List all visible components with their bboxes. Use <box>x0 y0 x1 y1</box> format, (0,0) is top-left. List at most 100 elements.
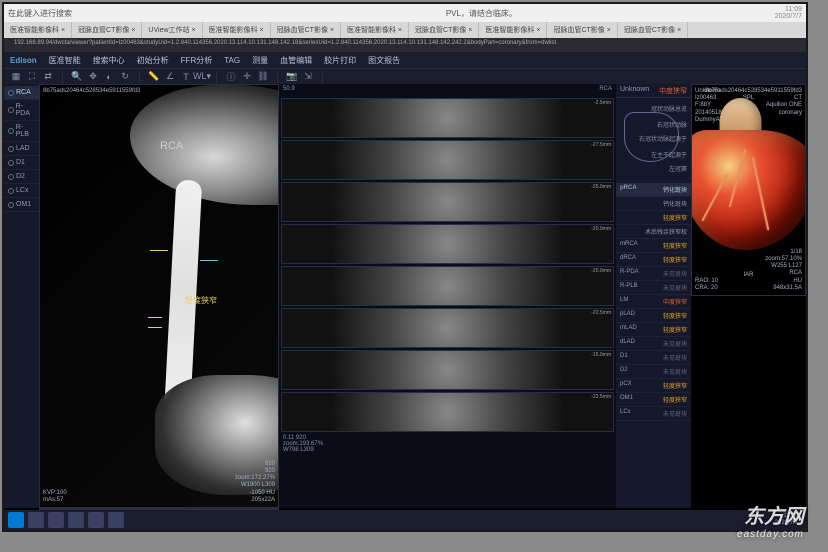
layout-icon[interactable]: ▦ <box>10 71 22 83</box>
os-search-bar: 在此键入进行搜索 PVL，请结合临床。 11:092020/7/7 <box>4 4 806 22</box>
swap-icon[interactable]: ⇄ <box>42 71 54 83</box>
segment-row[interactable]: mRCA轻度狭窄 <box>616 239 691 253</box>
menu-film-print[interactable]: 胶片打印 <box>324 55 356 66</box>
segment-subrow: 轻度狭窄 <box>616 211 691 225</box>
zoom-icon[interactable]: 🔍 <box>71 71 83 83</box>
cross-section-thumb[interactable]: -20.0mm <box>281 224 614 264</box>
segment-row[interactable]: R-PDA未见斑块 <box>616 267 691 281</box>
artery-rca[interactable]: RCA <box>4 86 39 100</box>
segment-row[interactable]: LCx未见斑块 <box>616 407 691 421</box>
tab[interactable]: 医准智能影像科 × <box>479 22 547 38</box>
address-bar[interactable]: 192.168.89.94/dwcta/viewer?patientId=Iz0… <box>4 38 806 52</box>
artery-sidebar: RCA R-PDA R-PLB LAD D1 D2 LCx OM1 <box>4 84 39 508</box>
search-input[interactable]: 在此键入进行搜索 <box>8 8 188 19</box>
3d-heart-panel[interactable]: Unknown Iz00463 F:88Y 20140518 07:48:00 … <box>691 84 806 296</box>
tissue <box>130 85 279 205</box>
cross-section-thumb[interactable]: -15.0mm <box>281 350 614 390</box>
anatomy-panel: Unknown 中度狭窄 冠状动脉总览 右冠状动脉 右冠状动脉起源于 左主干起源… <box>616 84 691 508</box>
artery-d1[interactable]: D1 <box>4 156 39 170</box>
menu-vessel-edit[interactable]: 血管编辑 <box>280 55 312 66</box>
thumb-header: 50.9RCA <box>281 86 614 96</box>
fullscreen-icon[interactable]: ⛶ <box>26 71 38 83</box>
export-icon[interactable]: ⇲ <box>302 71 314 83</box>
cross-section-thumb[interactable]: -2.5mm <box>281 98 614 138</box>
artery-om1[interactable]: OM1 <box>4 198 39 212</box>
segment-header: pRCA钙化斑块 <box>616 183 691 197</box>
link-icon[interactable]: ⛓ <box>257 71 269 83</box>
menu-measure[interactable]: 测量 <box>252 55 268 66</box>
crosshair-icon[interactable]: ✛ <box>241 71 253 83</box>
eye-icon <box>8 146 14 152</box>
menu-analysis[interactable]: 初始分析 <box>137 55 169 66</box>
edison-logo: Edison <box>10 56 37 65</box>
artery-rpda[interactable]: R-PDA <box>4 100 39 121</box>
pan-icon[interactable]: ✥ <box>87 71 99 83</box>
artery-d2[interactable]: D2 <box>4 170 39 184</box>
tab[interactable]: 冠脉血管CT影像 × <box>409 22 479 38</box>
tab[interactable]: 医准智能影像科 × <box>203 22 271 38</box>
text-icon[interactable]: T <box>180 71 192 83</box>
mode-icon[interactable]: WL▾ <box>196 71 208 83</box>
marker <box>150 250 168 251</box>
thumb-footer: 0.11 920 zoom:193.67% W798 L309 <box>281 434 614 454</box>
watermark-text: 东方网 <box>744 500 804 529</box>
measure-icon[interactable]: 📏 <box>148 71 160 83</box>
menu-tag[interactable]: TAG <box>224 56 240 65</box>
cross-section-thumb[interactable]: -25.0mm <box>281 182 614 222</box>
wl-icon[interactable]: ◐ <box>103 71 115 83</box>
segment-row[interactable]: dRCA轻度狭窄 <box>616 253 691 267</box>
cross-section-thumb[interactable]: -22.5mm <box>281 392 614 432</box>
explorer-icon[interactable] <box>48 512 64 528</box>
tab[interactable]: 冠脉血管CT影像 × <box>271 22 341 38</box>
eye-icon <box>8 107 14 113</box>
segment-row[interactable]: pLAD轻度狭窄 <box>616 309 691 323</box>
artery-rplb[interactable]: R-PLB <box>4 121 39 142</box>
app-icon[interactable] <box>108 512 124 528</box>
artery-lcx[interactable]: LCx <box>4 184 39 198</box>
stenosis-label: 轻度狭窄 <box>185 295 217 306</box>
cross-section-thumb[interactable]: -22.5mm <box>281 308 614 348</box>
segment-row[interactable]: pCX轻度狭窄 <box>616 379 691 393</box>
marker <box>148 327 162 328</box>
view-angles: RAO: 10 CRA: 20 <box>695 278 718 292</box>
eye-icon <box>8 202 14 208</box>
segment-row[interactable]: R-PLB未见斑块 <box>616 281 691 295</box>
menu-report[interactable]: 图文报告 <box>368 55 400 66</box>
rotate-icon[interactable]: ↻ <box>119 71 131 83</box>
segment-row[interactable]: D2未见斑块 <box>616 365 691 379</box>
segment-row[interactable]: mLAD轻度狭窄 <box>616 323 691 337</box>
start-icon[interactable] <box>8 512 24 528</box>
info-icon[interactable]: ⓘ <box>225 71 237 83</box>
camera-icon[interactable]: 📷 <box>286 71 298 83</box>
cross-section-thumb[interactable]: -27.5mm <box>281 140 614 180</box>
clock-small: 11:092020/7/7 <box>775 6 802 20</box>
segment-row[interactable]: dLAD未见斑块 <box>616 337 691 351</box>
segment-row[interactable]: OM1轻度狭窄 <box>616 393 691 407</box>
ruler-bot: 0.00 <box>262 508 274 509</box>
rca-label: RCA <box>160 140 183 152</box>
eye-icon <box>8 188 14 194</box>
segment-row[interactable]: D1未见斑块 <box>616 351 691 365</box>
tab[interactable]: 冠脉血管CT影像 × <box>547 22 617 38</box>
edge-icon[interactable] <box>68 512 84 528</box>
tab[interactable]: 医准智能影像科 × <box>341 22 409 38</box>
tab[interactable]: UView工作站 × <box>142 22 202 38</box>
task-search-icon[interactable] <box>28 512 44 528</box>
tab[interactable]: 医准智能影像科 × <box>4 22 72 38</box>
angle-icon[interactable]: ∠ <box>164 71 176 83</box>
artery-lad[interactable]: LAD <box>4 142 39 156</box>
cross-section-thumb[interactable]: -20.0mm <box>281 266 614 306</box>
cpr-panel[interactable]: 8b75ads20464c528534e5911559fd3 RCA 轻度狭窄 … <box>39 84 279 508</box>
segment-row[interactable]: LM中度狭窄 <box>616 295 691 309</box>
monitor-frame: 在此键入进行搜索 PVL，请结合临床。 11:092020/7/7 医准智能影像… <box>2 2 808 532</box>
tab[interactable]: 冠脉血管CT影像 × <box>72 22 142 38</box>
app-icon[interactable] <box>88 512 104 528</box>
menu-ffr[interactable]: FFR分析 <box>181 55 213 66</box>
menu-search[interactable]: 搜索中心 <box>93 55 125 66</box>
browser-tabs: 医准智能影像科 × 冠脉血管CT影像 × UView工作站 × 医准智能影像科 … <box>4 22 806 38</box>
vessel <box>751 157 769 231</box>
cross-section-column: 50.9RCA -2.5mm -27.5mm -25.0mm -20.0mm -… <box>279 84 616 508</box>
windows-taskbar: 11:092020/7/7 <box>4 510 806 530</box>
tab[interactable]: 冠脉血管CT影像 × <box>618 22 688 38</box>
marker <box>200 260 218 261</box>
